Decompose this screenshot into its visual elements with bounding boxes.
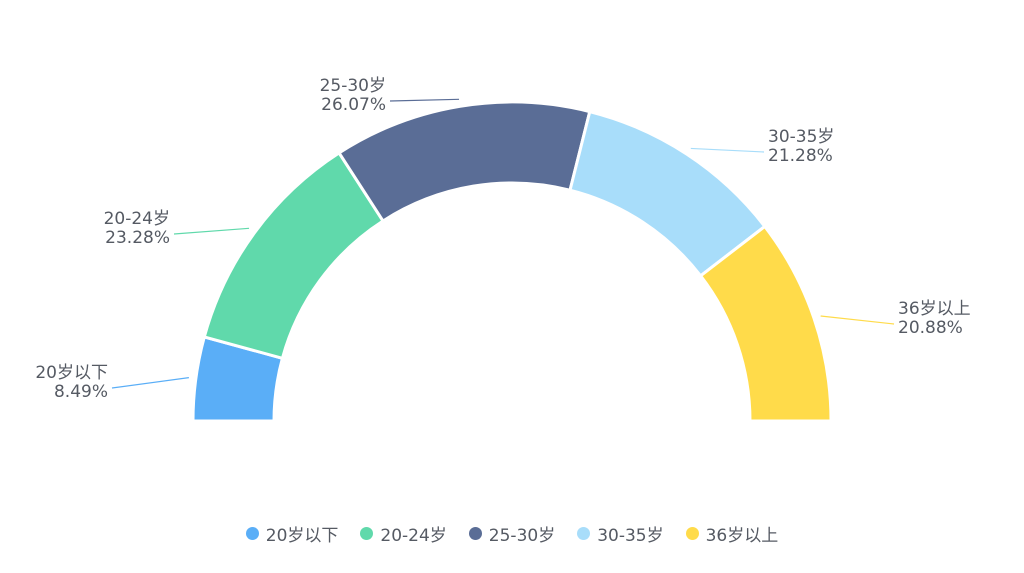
- legend-item-36-plus[interactable]: 36岁以上: [685, 521, 779, 546]
- donut-slice-4[interactable]: [698, 224, 833, 423]
- leader-line-4: [820, 315, 895, 325]
- leader-line-3: [690, 147, 765, 153]
- slice-category-label-2: 25-30岁: [320, 76, 386, 96]
- legend-label: 20-24岁: [380, 525, 447, 546]
- legend-dot-icon: [577, 526, 591, 540]
- legend: 20岁以下 20-24岁 25-30岁 30-35岁 36岁以上: [0, 520, 1024, 546]
- slice-category-label-3: 30-35岁: [768, 127, 834, 147]
- legend-dot-icon: [360, 526, 374, 540]
- slice-value-label-4: 20.88%: [898, 318, 963, 338]
- legend-item-25-30[interactable]: 25-30岁: [468, 521, 556, 546]
- slice-category-label-4: 36岁以上: [898, 299, 971, 319]
- leader-line-0: [111, 377, 189, 389]
- slice-category-label-1: 20-24岁: [104, 209, 170, 229]
- legend-label: 30-35岁: [597, 525, 664, 546]
- slice-category-label-0: 20岁以下: [35, 363, 108, 383]
- donut-slice-1[interactable]: [202, 150, 386, 361]
- legend-item-20-24[interactable]: 20-24岁: [360, 521, 447, 546]
- legend-dot-icon: [685, 526, 699, 540]
- slice-group: [191, 100, 833, 423]
- legend-dot-icon: [468, 526, 482, 540]
- legend-dot-icon: [245, 526, 259, 540]
- slice-value-label-0: 8.49%: [54, 382, 108, 402]
- slice-value-label-2: 26.07%: [321, 95, 386, 115]
- leader-line-1: [173, 227, 250, 235]
- slice-value-label-3: 21.28%: [768, 146, 833, 166]
- legend-label: 25-30岁: [488, 525, 556, 546]
- leader-line-2: [389, 98, 460, 102]
- donut-slice-2[interactable]: [337, 100, 592, 224]
- legend-label: 36岁以上: [705, 525, 779, 546]
- slice-value-label-1: 23.28%: [105, 228, 170, 248]
- legend-item-under-20[interactable]: 20岁以下: [245, 521, 339, 546]
- legend-label: 20岁以下: [265, 525, 339, 546]
- legend-item-30-35[interactable]: 30-35岁: [577, 521, 664, 546]
